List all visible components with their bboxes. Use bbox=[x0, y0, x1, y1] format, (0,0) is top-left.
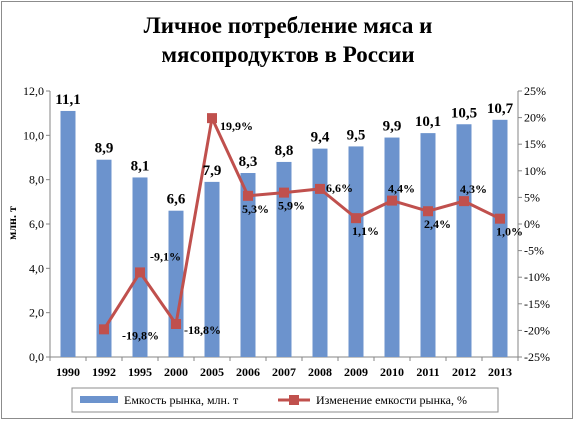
bar bbox=[204, 181, 220, 357]
bar bbox=[348, 146, 364, 357]
bar bbox=[240, 173, 256, 357]
change-marker bbox=[387, 195, 397, 206]
change-line bbox=[99, 113, 505, 335]
change-marker bbox=[495, 213, 505, 224]
bar-value-label: 8,8 bbox=[275, 143, 294, 159]
x-tick-label: 2009 bbox=[344, 365, 368, 379]
bar-value-label: 9,4 bbox=[311, 130, 330, 146]
change-value-label: -9,1% bbox=[150, 249, 181, 263]
x-tick-label: 2012 bbox=[452, 365, 476, 379]
bar-value-label: 8,1 bbox=[131, 158, 150, 174]
bar-value-label: 10,1 bbox=[415, 114, 441, 130]
legend-bar-swatch bbox=[80, 396, 118, 403]
change-value-label: 4,4% bbox=[388, 182, 415, 196]
y-tick-label: 6,0 bbox=[29, 217, 44, 231]
y2-tick-label: 5% bbox=[524, 190, 540, 204]
data-labels: 11,1 8,9 8,1 6,6 7,9 8,3 8,8 9,4 9,5 9,9 10,1 10,5 1… bbox=[55, 92, 523, 342]
bar-value-label: 11,1 bbox=[55, 92, 80, 108]
bar-value-label: 8,9 bbox=[95, 141, 114, 157]
x-tick-label: 2008 bbox=[308, 365, 332, 379]
change-marker bbox=[171, 319, 181, 330]
y2-tick-label: 0% bbox=[524, 217, 540, 231]
legend-bar-label: Емкость рынка, млн. т bbox=[124, 393, 239, 407]
bar-value-label: 9,9 bbox=[383, 119, 402, 135]
change-value-label: 19,9% bbox=[220, 119, 253, 133]
y-tick-label: 2,0 bbox=[29, 306, 44, 320]
change-value-label: 5,3% bbox=[242, 202, 269, 216]
change-value-label: 1,0% bbox=[496, 225, 523, 239]
bar bbox=[168, 210, 184, 357]
bar bbox=[312, 148, 328, 357]
bar bbox=[420, 133, 436, 357]
bar bbox=[276, 161, 292, 357]
change-marker bbox=[351, 213, 361, 224]
bar bbox=[132, 177, 148, 357]
y2-tick-label: -25% bbox=[524, 350, 550, 364]
change-value-label: 6,6% bbox=[326, 181, 353, 195]
x-tick-label: 1995 bbox=[128, 365, 152, 379]
change-value-label: 4,3% bbox=[460, 182, 487, 196]
y-tick-label: 0,0 bbox=[29, 350, 44, 364]
change-marker bbox=[423, 206, 433, 217]
y2-tick-label: 25% bbox=[524, 84, 546, 98]
bar bbox=[60, 110, 76, 357]
legend-line-label: Изменение емкости рынка, % bbox=[316, 393, 467, 407]
change-marker bbox=[459, 196, 469, 207]
x-tick-label: 2000 bbox=[164, 365, 188, 379]
x-tick-label: 2010 bbox=[380, 365, 404, 379]
change-value-label: -18,8% bbox=[184, 323, 221, 337]
axes: 0,0 2,0 4,0 6,0 8,0 10,0 12,0 -25% -20% -15% -10% -… bbox=[23, 84, 550, 379]
y2-tick-label: -10% bbox=[524, 270, 550, 284]
x-tick-label: 2007 bbox=[272, 365, 296, 379]
x-tick-label: 2006 bbox=[236, 365, 260, 379]
bar-value-label: 10,5 bbox=[451, 105, 477, 121]
bars bbox=[60, 110, 508, 357]
change-value-label: -19,8% bbox=[122, 328, 159, 342]
x-tick-label: 2005 bbox=[200, 365, 224, 379]
x-tick-label: 2013 bbox=[488, 365, 512, 379]
y-axis-label: млн. т bbox=[5, 206, 19, 240]
chart-title-line-2: мясопродуктов в России bbox=[161, 42, 414, 67]
y2-tick-label: 20% bbox=[524, 111, 546, 125]
change-marker bbox=[315, 183, 325, 194]
y2-tick-label: -5% bbox=[524, 244, 544, 258]
bar-value-label: 9,5 bbox=[347, 127, 366, 143]
y-tick-label: 8,0 bbox=[29, 173, 44, 187]
change-marker bbox=[243, 190, 253, 201]
bar bbox=[384, 137, 400, 357]
y2-tick-label: -15% bbox=[524, 297, 550, 311]
legend-line-marker bbox=[289, 395, 299, 405]
bar-value-label: 8,3 bbox=[239, 154, 258, 170]
y2-tick-label: -20% bbox=[524, 323, 550, 337]
change-value-label: 2,4% bbox=[424, 217, 451, 231]
x-tick-label: 1992 bbox=[92, 365, 116, 379]
change-value-label: 1,1% bbox=[352, 224, 379, 238]
y-tick-label: 12,0 bbox=[23, 84, 44, 98]
x-tick-label: 2011 bbox=[416, 365, 439, 379]
chart-title-line-1: Личное потребление мяса и bbox=[144, 13, 433, 38]
change-marker bbox=[279, 187, 289, 198]
bar bbox=[456, 124, 472, 357]
change-line-path bbox=[102, 116, 501, 331]
change-value-label: 5,9% bbox=[278, 199, 305, 213]
change-marker bbox=[207, 113, 217, 124]
change-marker bbox=[99, 324, 109, 335]
y-tick-label: 4,0 bbox=[29, 261, 44, 275]
change-marker bbox=[135, 267, 145, 278]
bar-value-label: 10,7 bbox=[487, 101, 514, 117]
bar-value-label: 7,9 bbox=[203, 163, 222, 179]
x-tick-label: 1990 bbox=[56, 365, 80, 379]
bar bbox=[96, 159, 112, 357]
bar bbox=[492, 119, 508, 357]
y-tick-label: 10,0 bbox=[23, 128, 44, 142]
y2-tick-label: 15% bbox=[524, 137, 546, 151]
y2-tick-label: 10% bbox=[524, 164, 546, 178]
legend: Емкость рынка, млн. т Изменение емкости … bbox=[71, 387, 499, 413]
bar-value-label: 6,6 bbox=[167, 192, 186, 208]
